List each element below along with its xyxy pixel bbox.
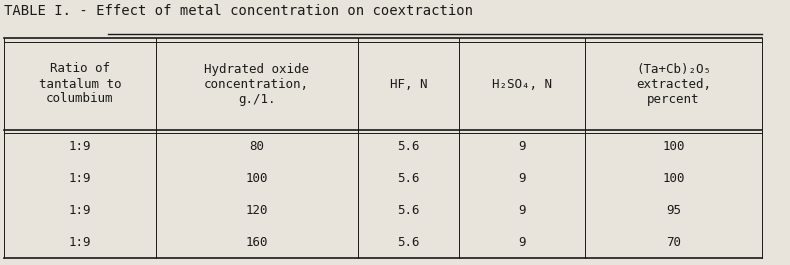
Text: Hydrated oxide: Hydrated oxide [204, 63, 309, 76]
Text: Ratio of: Ratio of [50, 63, 110, 76]
Text: (Ta+Cb)₂O₅: (Ta+Cb)₂O₅ [636, 63, 711, 76]
Text: HF, N: HF, N [389, 77, 427, 91]
Text: columbium: columbium [46, 92, 114, 105]
Text: 1:9: 1:9 [69, 171, 91, 184]
Text: 5.6: 5.6 [397, 236, 419, 249]
Text: 100: 100 [662, 139, 685, 152]
Text: 5.6: 5.6 [397, 204, 419, 217]
Text: 5.6: 5.6 [397, 171, 419, 184]
Text: H₂SO₄, N: H₂SO₄, N [492, 77, 552, 91]
Text: 9: 9 [518, 236, 525, 249]
Text: 9: 9 [518, 171, 525, 184]
Text: concentration,: concentration, [204, 77, 309, 91]
Text: 9: 9 [518, 139, 525, 152]
Text: 1:9: 1:9 [69, 139, 91, 152]
Text: 95: 95 [666, 204, 681, 217]
Text: 80: 80 [249, 139, 264, 152]
Text: 1:9: 1:9 [69, 236, 91, 249]
Text: 70: 70 [666, 236, 681, 249]
Text: 1:9: 1:9 [69, 204, 91, 217]
Text: 100: 100 [662, 171, 685, 184]
Text: TABLE I. - Effect of metal concentration on coextraction: TABLE I. - Effect of metal concentration… [4, 4, 473, 18]
Text: percent: percent [647, 92, 700, 105]
Text: extracted,: extracted, [636, 77, 711, 91]
Text: 120: 120 [246, 204, 268, 217]
Text: tantalum to: tantalum to [39, 77, 121, 91]
Text: 9: 9 [518, 204, 525, 217]
Text: 100: 100 [246, 171, 268, 184]
Text: g./1.: g./1. [238, 92, 276, 105]
Text: 160: 160 [246, 236, 268, 249]
Text: 5.6: 5.6 [397, 139, 419, 152]
